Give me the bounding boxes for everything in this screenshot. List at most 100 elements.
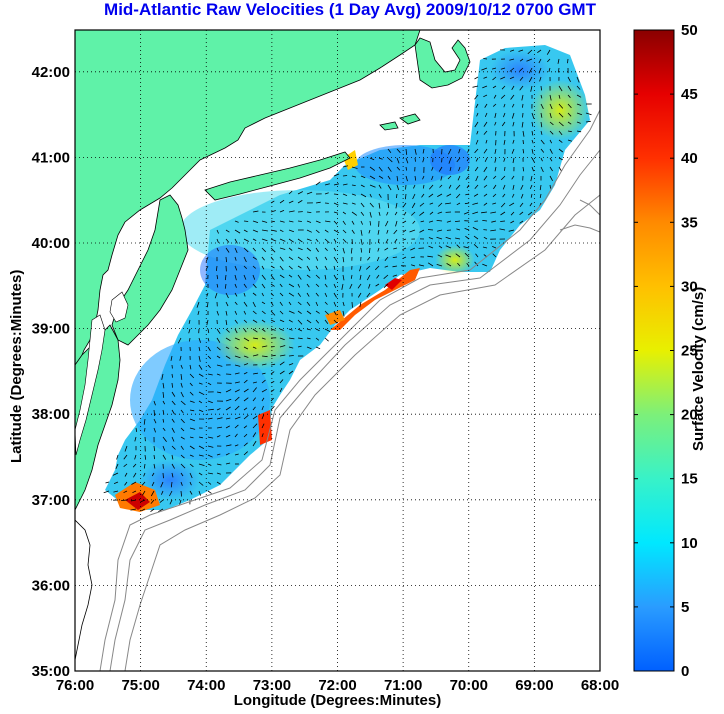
vector-arrow xyxy=(225,229,230,233)
vector-arrow xyxy=(261,433,264,438)
vector-arrow xyxy=(252,328,258,333)
vector-arrow xyxy=(509,58,515,61)
vector-arrow xyxy=(522,130,525,137)
vector-arrow xyxy=(134,454,137,460)
vector-arrow xyxy=(466,184,470,189)
vector-arrow xyxy=(124,472,128,477)
vector-arrow xyxy=(419,202,425,207)
vector-arrow xyxy=(531,139,534,144)
vector-arrow xyxy=(474,121,479,128)
vector-arrow xyxy=(153,445,156,451)
vector-arrow xyxy=(279,238,286,242)
vector-arrow xyxy=(518,49,524,52)
vector-arrow xyxy=(261,238,268,242)
vector-arrow xyxy=(297,200,303,204)
vector-arrow xyxy=(445,236,452,240)
vector-arrow xyxy=(531,121,534,127)
vector-arrow xyxy=(519,76,524,81)
vector-arrow xyxy=(385,238,389,244)
vector-arrow xyxy=(360,175,366,179)
vector-arrow xyxy=(150,508,155,513)
vector-arrow xyxy=(431,166,434,171)
vector-arrow xyxy=(261,345,268,348)
colorbar-tick-label: 10 xyxy=(681,535,698,552)
vector-arrow xyxy=(198,409,204,412)
vector-arrow xyxy=(501,85,506,90)
vector-arrow xyxy=(252,381,257,384)
vector-arrow xyxy=(521,121,524,128)
vector-arrow xyxy=(180,409,184,414)
vector-arrow xyxy=(270,283,275,287)
vector-arrow xyxy=(243,346,249,350)
vector-arrow xyxy=(216,328,221,334)
vector-arrow xyxy=(270,363,276,366)
vector-arrow xyxy=(234,453,239,456)
vector-arrow xyxy=(436,220,443,222)
vector-arrow xyxy=(540,103,544,109)
vector-arrow xyxy=(159,499,164,503)
vector-arrow xyxy=(377,229,380,235)
vector-arrow xyxy=(216,408,221,411)
vector-arrow xyxy=(540,94,543,99)
vector-arrow xyxy=(243,274,247,280)
vector-arrow xyxy=(405,157,409,164)
vector-arrow xyxy=(189,454,194,457)
vector-arrow xyxy=(473,193,479,197)
vector-arrow xyxy=(531,148,534,154)
vector-arrow xyxy=(288,363,294,366)
vector-arrow xyxy=(472,202,479,205)
vector-arrow xyxy=(243,292,246,297)
vector-arrow xyxy=(207,346,211,352)
vector-arrow xyxy=(206,319,209,326)
vector-arrow xyxy=(549,139,553,144)
vector-arrow xyxy=(490,211,497,214)
vector-arrow xyxy=(567,94,571,98)
vector-arrow xyxy=(243,451,248,456)
vector-arrow xyxy=(405,184,407,190)
vector-arrow xyxy=(342,165,349,168)
vector-arrow xyxy=(414,157,416,162)
vector-arrow xyxy=(243,328,247,333)
vector-arrow xyxy=(207,490,212,494)
vector-arrow xyxy=(351,229,355,234)
vector-arrow xyxy=(315,328,320,332)
vector-arrow xyxy=(492,193,497,198)
vector-arrow xyxy=(473,244,479,249)
vector-arrow xyxy=(171,427,175,433)
vector-arrow xyxy=(342,310,345,317)
colorbar-tick-label: 15 xyxy=(681,471,698,488)
vector-arrow xyxy=(261,319,266,323)
vector-arrow xyxy=(438,202,443,207)
vector-arrow xyxy=(333,229,340,234)
vector-arrow xyxy=(540,121,543,128)
vector-arrow xyxy=(420,220,425,223)
vector-arrow xyxy=(333,173,340,177)
vector-arrow xyxy=(234,229,241,234)
vector-arrow xyxy=(351,202,356,205)
vector-arrow xyxy=(234,337,240,341)
vector-arrow xyxy=(494,112,497,118)
vector-arrow xyxy=(225,452,230,456)
vector-arrow xyxy=(216,337,221,343)
velocity-patch xyxy=(355,145,455,185)
vector-arrow xyxy=(445,254,452,258)
vector-arrow xyxy=(490,229,497,232)
vector-arrow xyxy=(342,229,347,234)
vector-arrow xyxy=(279,210,285,213)
vector-arrow xyxy=(261,388,267,393)
vector-arrow xyxy=(428,237,434,240)
vector-arrow xyxy=(500,67,506,70)
vector-arrow xyxy=(170,355,173,361)
vector-arrow xyxy=(198,472,203,476)
vector-arrow xyxy=(428,220,434,223)
vector-arrow xyxy=(360,202,365,208)
vector-arrow xyxy=(216,453,221,456)
vector-arrow xyxy=(324,247,328,251)
vector-arrow xyxy=(188,328,191,334)
vector-arrow xyxy=(234,292,238,297)
vector-arrow xyxy=(261,423,265,429)
vector-arrow xyxy=(377,238,380,244)
vector-arrow xyxy=(360,211,365,216)
vector-arrow xyxy=(437,254,443,258)
vector-arrow xyxy=(234,364,241,367)
